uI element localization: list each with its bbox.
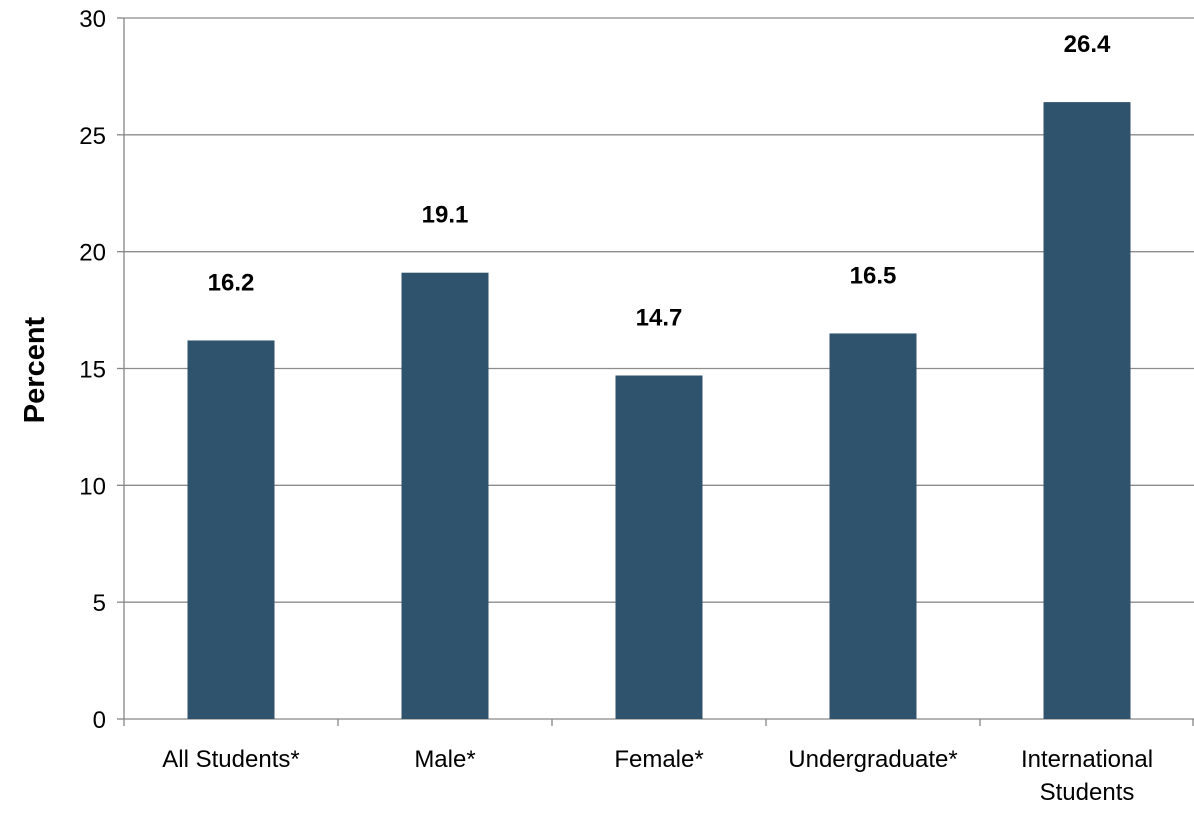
bar bbox=[829, 333, 917, 719]
y-tick-label: 20 bbox=[79, 240, 106, 267]
data-label: 16.2 bbox=[208, 269, 255, 296]
bar bbox=[1043, 102, 1131, 720]
bar bbox=[615, 375, 703, 719]
x-tick-label: All Students* bbox=[162, 746, 299, 773]
data-label: 26.4 bbox=[1064, 31, 1111, 58]
y-tick-labels: 0 5 10 15 20 25 30 bbox=[79, 6, 106, 734]
data-label: 14.7 bbox=[636, 305, 683, 332]
bar bbox=[187, 340, 275, 719]
x-tick-label: Undergraduate* bbox=[788, 746, 957, 773]
bar bbox=[401, 272, 489, 719]
y-axis-label: Percent bbox=[19, 316, 51, 423]
x-tick-label: Male* bbox=[414, 746, 475, 773]
bars bbox=[187, 102, 1131, 720]
y-tick-label: 5 bbox=[93, 590, 106, 617]
gridlines bbox=[124, 17, 1194, 603]
y-tick-label: 10 bbox=[79, 473, 106, 500]
y-tick-label: 25 bbox=[79, 123, 106, 150]
data-label: 16.5 bbox=[850, 262, 897, 289]
data-labels: 16.2 19.1 14.7 16.5 26.4 bbox=[208, 31, 1111, 331]
x-tick-labels: All Students* Male* Female* Undergraduate* I… bbox=[162, 746, 1153, 806]
y-tick-label: 30 bbox=[79, 6, 106, 33]
y-tick-label: 0 bbox=[93, 707, 106, 734]
x-tick-label: Female* bbox=[614, 746, 703, 773]
x-tick-label: International Students bbox=[1021, 746, 1153, 806]
data-label: 19.1 bbox=[422, 202, 469, 229]
y-tick-label: 15 bbox=[79, 357, 106, 384]
